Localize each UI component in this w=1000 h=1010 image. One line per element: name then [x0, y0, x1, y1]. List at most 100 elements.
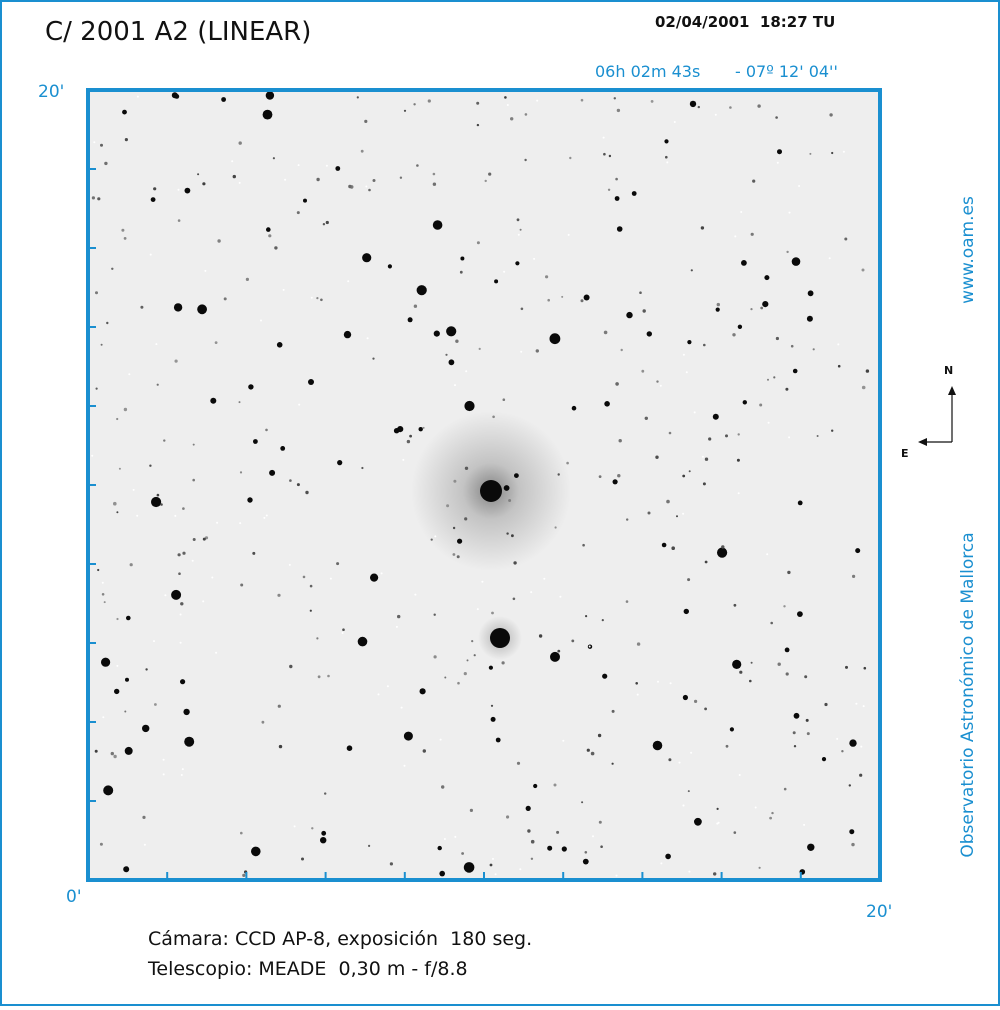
website: www.oam.es [958, 196, 978, 304]
star [773, 376, 776, 379]
star [527, 829, 531, 833]
star [752, 179, 756, 183]
star [427, 99, 431, 103]
star [704, 707, 707, 711]
noise-speck [260, 319, 262, 322]
star [535, 349, 539, 353]
star [266, 227, 271, 232]
noise-speck [128, 373, 131, 376]
compass-arrowhead [948, 386, 956, 395]
star [784, 647, 790, 653]
star [641, 369, 645, 373]
noise-speck [215, 651, 218, 654]
star [100, 343, 103, 346]
noise-speck [341, 632, 344, 634]
star [557, 649, 561, 653]
star [223, 297, 227, 301]
noise-speck [688, 870, 691, 873]
star [346, 745, 353, 751]
star [289, 479, 292, 482]
star [163, 439, 166, 442]
noise-speck [216, 521, 219, 524]
star [342, 628, 345, 631]
star [812, 348, 815, 351]
star [484, 179, 487, 183]
star [708, 437, 712, 441]
observatory: Observatorio Astronómico de Mallorca [958, 532, 978, 857]
noise-speck [443, 838, 446, 840]
star [597, 733, 602, 738]
noise-speck [562, 739, 565, 742]
star [316, 297, 319, 300]
noise-speck [180, 774, 183, 776]
star [626, 311, 633, 319]
star [601, 619, 604, 622]
noise-speck [179, 613, 182, 616]
noise-speck [803, 823, 806, 826]
noise-speck [701, 455, 704, 458]
right-ascension: 06h 02m 43s [595, 62, 700, 81]
star [325, 220, 329, 225]
star [416, 285, 427, 296]
star [280, 446, 286, 451]
star [460, 256, 465, 261]
star [783, 605, 786, 608]
star [494, 279, 499, 284]
star [336, 562, 340, 566]
star [704, 560, 708, 564]
star [631, 191, 637, 196]
star [664, 139, 669, 144]
noise-speck [403, 764, 406, 767]
star [725, 744, 729, 748]
star [861, 268, 865, 272]
star [841, 750, 844, 753]
noise-speck [265, 514, 268, 517]
noise-speck [297, 164, 300, 167]
star [321, 830, 327, 836]
noise-speck [685, 371, 688, 374]
sky-image [88, 90, 880, 880]
star [445, 353, 448, 356]
star [103, 785, 114, 796]
star [809, 152, 812, 155]
star [397, 614, 401, 619]
star [571, 405, 577, 411]
star [617, 474, 621, 478]
star [514, 473, 519, 478]
noise-speck [325, 164, 328, 167]
star [140, 305, 144, 309]
noise-speck [162, 758, 165, 761]
star [150, 197, 156, 203]
star [636, 642, 641, 646]
noise-speck [366, 337, 369, 340]
star [145, 668, 148, 671]
star [694, 699, 698, 704]
star [116, 417, 119, 421]
star [618, 439, 622, 443]
star [389, 862, 393, 866]
star [116, 511, 119, 514]
star [616, 108, 621, 113]
star [184, 187, 191, 194]
star [635, 682, 638, 685]
noise-speck [860, 745, 863, 748]
star [717, 547, 728, 558]
noise-speck [754, 806, 757, 809]
star [863, 666, 867, 670]
noise-speck [536, 99, 539, 102]
star [202, 182, 206, 186]
star [612, 479, 618, 485]
star [214, 341, 218, 344]
star [614, 196, 620, 201]
noise-speck [682, 512, 685, 515]
star [197, 173, 200, 176]
star [642, 309, 646, 313]
star [360, 149, 364, 153]
noise-speck [615, 874, 618, 877]
star [268, 234, 272, 238]
star [276, 342, 283, 348]
noise-speck [395, 625, 398, 628]
noise-speck [506, 104, 509, 106]
star [464, 517, 468, 521]
star [603, 330, 608, 335]
